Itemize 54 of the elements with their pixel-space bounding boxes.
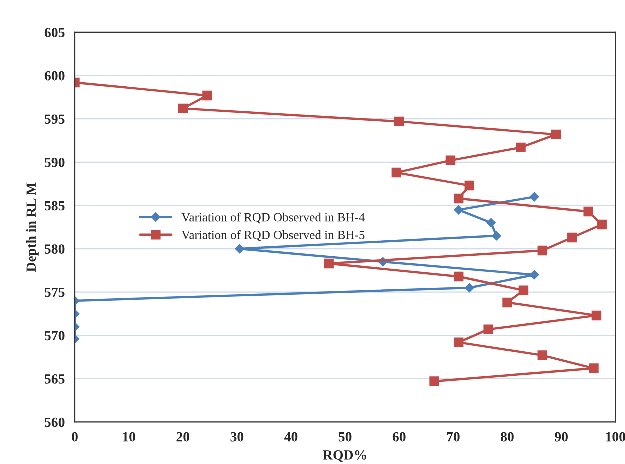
y-tick-label: 595 bbox=[45, 114, 65, 124]
point bbox=[430, 376, 440, 386]
point bbox=[394, 116, 404, 127]
point bbox=[178, 104, 188, 114]
x-tick-label: 20 bbox=[176, 432, 190, 442]
x-tick-label: 60 bbox=[392, 432, 406, 442]
point bbox=[502, 298, 512, 308]
y-tick-label: 600 bbox=[44, 71, 65, 81]
point bbox=[464, 180, 475, 191]
y-tick-label: 585 bbox=[45, 201, 65, 211]
y-tick-label: 575 bbox=[45, 288, 65, 298]
point bbox=[465, 283, 474, 293]
point bbox=[392, 168, 402, 178]
point bbox=[235, 244, 245, 254]
legend-label: Variation of RQD Observed in BH-4 bbox=[182, 212, 366, 224]
legend-label: Variation of RQD Observed in BH-5 bbox=[182, 230, 365, 242]
x-tick-label: 10 bbox=[123, 432, 136, 442]
y-tick-label: 570 bbox=[45, 331, 65, 341]
point bbox=[568, 232, 578, 243]
point bbox=[530, 192, 540, 202]
point bbox=[551, 130, 562, 140]
x-tick-label: 40 bbox=[284, 432, 298, 442]
point bbox=[484, 324, 494, 334]
point bbox=[589, 364, 599, 374]
point bbox=[592, 310, 602, 321]
point bbox=[324, 258, 334, 269]
x-tick-label: 30 bbox=[230, 432, 244, 442]
point bbox=[538, 350, 548, 360]
x-tick-label: 70 bbox=[447, 432, 460, 442]
point bbox=[446, 156, 456, 166]
point bbox=[202, 90, 212, 101]
y-tick-label: 560 bbox=[45, 418, 65, 428]
x-tick-label: 50 bbox=[338, 432, 352, 442]
point bbox=[518, 286, 529, 296]
point bbox=[454, 272, 464, 282]
y-tick-label: 590 bbox=[45, 158, 65, 168]
point bbox=[486, 218, 496, 228]
point bbox=[492, 231, 502, 241]
point bbox=[516, 142, 526, 153]
x-tick-label: 90 bbox=[555, 432, 568, 442]
x-tick-label: 0 bbox=[72, 432, 78, 442]
point bbox=[454, 338, 464, 348]
y-tick-label: 605 bbox=[44, 28, 65, 38]
point bbox=[530, 270, 540, 280]
point bbox=[584, 206, 594, 217]
y-axis-title: Depth in RL M bbox=[26, 182, 39, 272]
y-tick-label: 565 bbox=[45, 374, 65, 384]
point bbox=[597, 220, 607, 230]
point bbox=[538, 246, 548, 256]
x-axis-title: RQD% bbox=[323, 450, 366, 462]
y-tick-label: 580 bbox=[45, 244, 65, 254]
point bbox=[454, 205, 464, 215]
x-tick-label: 80 bbox=[501, 432, 514, 442]
point bbox=[454, 194, 464, 204]
